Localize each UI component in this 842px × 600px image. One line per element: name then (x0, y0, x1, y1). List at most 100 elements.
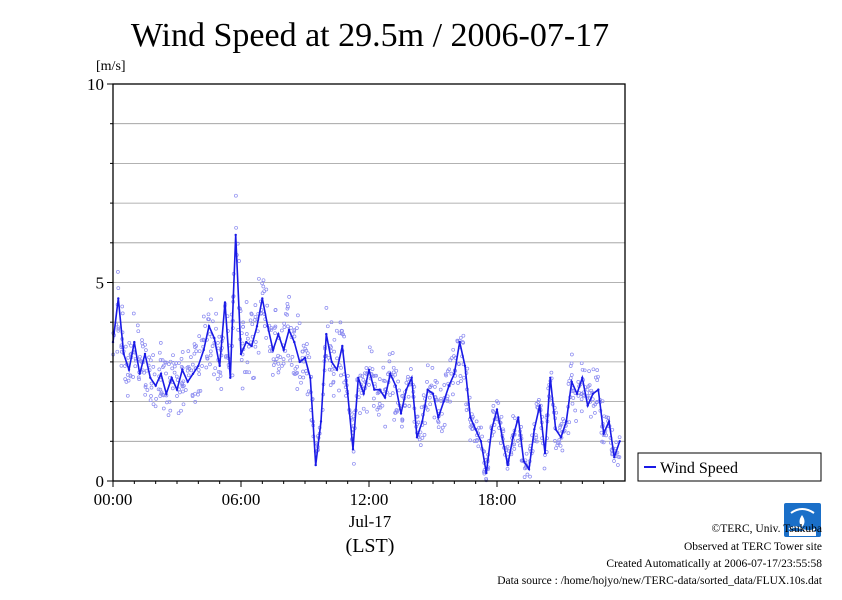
scatter-point (131, 311, 136, 316)
scatter-point (610, 427, 615, 432)
scatter-point (197, 349, 202, 354)
scatter-point (125, 373, 130, 377)
scatter-point (351, 414, 356, 419)
scatter-point (372, 396, 376, 401)
scatter-point (392, 417, 397, 422)
scatter-point (234, 225, 238, 230)
grid-lines (113, 123, 625, 442)
scatter-point (367, 345, 372, 350)
scatter-point (138, 359, 143, 363)
scatter-point (138, 354, 142, 359)
scatter-point (468, 424, 473, 429)
scatter-point (288, 358, 293, 363)
scatter-point (203, 324, 208, 328)
scatter-point (154, 397, 158, 401)
scatter-point (471, 415, 475, 419)
scatter-point (327, 367, 332, 372)
scatter-point (342, 380, 347, 385)
scatter-point (201, 337, 206, 342)
scatter-point (332, 349, 336, 354)
scatter-point (400, 394, 404, 398)
scatter-point (120, 304, 125, 309)
scatter-points (111, 193, 622, 483)
scatter-point (161, 363, 166, 368)
x-tick-label: 18:00 (478, 490, 517, 509)
scatter-point (190, 362, 195, 367)
scatter-point (371, 374, 376, 378)
scatter-point (566, 382, 571, 386)
scatter-point (253, 344, 258, 349)
scatter-point (273, 308, 278, 313)
scatter-point (352, 461, 356, 466)
scatter-point (369, 349, 374, 354)
scatter-point (421, 393, 426, 398)
scatter-point (427, 395, 432, 400)
scatter-point (534, 402, 539, 406)
scatter-point (559, 422, 564, 426)
scatter-point (165, 400, 169, 405)
scatter-point (406, 375, 410, 379)
scatter-point (602, 414, 607, 419)
scatter-point (253, 303, 258, 307)
scatter-point (367, 383, 371, 387)
scatter-point (471, 426, 475, 431)
scatter-point (277, 366, 281, 371)
scatter-point (276, 370, 281, 375)
scatter-point (326, 355, 331, 360)
scatter-point (136, 375, 141, 380)
scatter-point (474, 419, 479, 424)
scatter-point (589, 388, 594, 393)
scatter-point (151, 365, 156, 369)
y-axis: 0 5 10 (87, 75, 113, 491)
scatter-point (172, 364, 177, 369)
scatter-point (192, 351, 197, 356)
scatter-point (335, 356, 339, 361)
scatter-point (451, 381, 455, 385)
scatter-point (465, 366, 470, 371)
y-tick-label: 5 (96, 274, 105, 293)
scatter-point (207, 317, 211, 322)
scatter-point (304, 348, 309, 353)
scatter-point (342, 334, 346, 339)
scatter-point (370, 367, 375, 371)
scatter-point (593, 411, 597, 415)
scatter-point (329, 367, 334, 372)
scatter-point (158, 341, 163, 345)
scatter-point (147, 355, 151, 360)
y-tick-label: 0 (96, 472, 105, 491)
scatter-point (131, 375, 135, 379)
scatter-point (177, 361, 181, 365)
scatter-point (393, 372, 398, 377)
scatter-point (210, 344, 215, 348)
scatter-point (440, 425, 445, 430)
scatter-point (285, 306, 290, 311)
scatter-point (234, 193, 238, 198)
scatter-point (382, 379, 387, 383)
scatter-point (325, 324, 330, 329)
scatter-point (125, 393, 130, 398)
scatter-point (143, 392, 148, 397)
scatter-point (438, 387, 443, 392)
chart-title: Wind Speed at 29.5m / 2006-07-17 (131, 17, 609, 54)
scatter-point (247, 370, 252, 375)
scatter-point (484, 476, 488, 481)
scatter-point (298, 375, 302, 379)
scatter-point (217, 334, 222, 339)
scatter-point (247, 344, 251, 349)
scatter-point (129, 343, 133, 348)
scatter-point (300, 349, 305, 354)
scatter-point (461, 333, 466, 338)
scatter-point (161, 406, 166, 411)
scatter-point (505, 466, 510, 471)
scatter-point (189, 355, 193, 359)
scatter-point (116, 326, 121, 331)
scatter-point (296, 313, 300, 318)
scatter-point (301, 369, 305, 374)
legend-box (637, 452, 822, 482)
scatter-point (116, 325, 121, 330)
scatter-point (579, 397, 584, 402)
scatter-point (171, 353, 175, 358)
scatter-point (524, 451, 529, 456)
scatter-point (187, 366, 192, 371)
scatter-point (179, 357, 184, 361)
